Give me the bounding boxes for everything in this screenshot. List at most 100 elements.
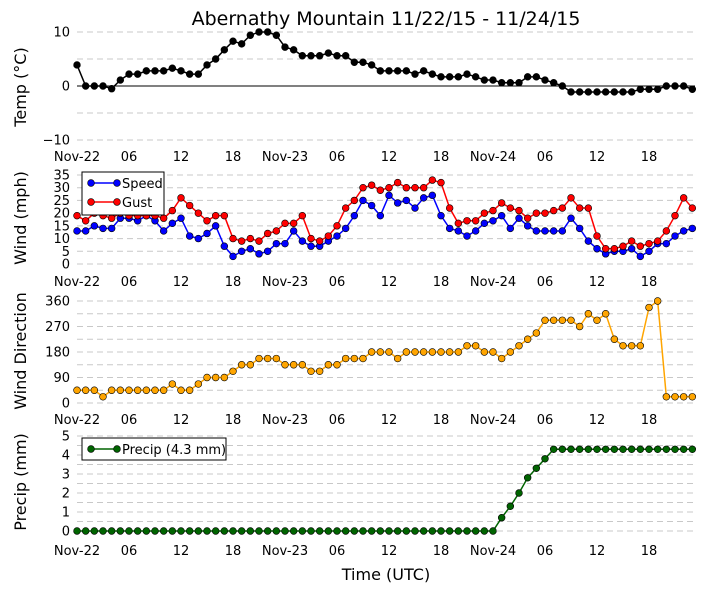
- data-point: [81, 82, 90, 90]
- data-point: [237, 527, 246, 535]
- panel-3: 0 90 180 270 360 Wind Direction Nov-22 06 12 18 No…: [11, 292, 697, 428]
- data-point: [81, 217, 90, 225]
- data-point: [168, 206, 177, 215]
- data-point: [177, 386, 185, 394]
- data-point: [428, 176, 437, 184]
- data-point: [350, 196, 359, 205]
- y-tick-label: 20: [53, 207, 70, 222]
- data-point: [307, 527, 315, 535]
- data-point: [593, 245, 601, 253]
- x-tick-label: 18: [433, 413, 450, 428]
- data-point: [298, 211, 307, 220]
- data-point: [593, 232, 601, 240]
- data-point: [688, 204, 697, 212]
- data-point: [367, 348, 376, 356]
- x-tick-label: 06: [537, 413, 554, 428]
- data-point: [159, 214, 168, 222]
- data-point: [653, 297, 662, 305]
- data-point: [116, 76, 125, 84]
- x-tick-label: 06: [329, 150, 346, 165]
- data-point: [567, 214, 575, 222]
- data-point: [272, 31, 281, 39]
- data-point: [341, 204, 350, 212]
- data-point: [671, 445, 679, 453]
- data-point: [601, 310, 610, 318]
- data-point: [194, 209, 203, 217]
- data-point: [255, 28, 263, 36]
- data-point: [73, 227, 81, 235]
- data-point: [471, 227, 480, 235]
- legend-marker: [87, 445, 95, 453]
- data-point: [393, 199, 402, 207]
- x-tick-label: 12: [381, 275, 398, 290]
- data-point: [350, 58, 359, 66]
- data-point: [298, 52, 307, 60]
- y-tick-label: 0: [62, 397, 70, 412]
- data-point: [168, 527, 177, 535]
- data-point: [263, 527, 272, 535]
- data-point: [575, 224, 584, 233]
- data-point: [619, 445, 627, 453]
- data-point: [281, 43, 289, 51]
- data-point: [185, 386, 194, 394]
- data-point: [402, 184, 411, 192]
- data-point: [558, 227, 567, 235]
- x-tick-label: 12: [173, 544, 190, 559]
- data-point: [324, 49, 333, 57]
- x-tick-label: Nov-22: [54, 275, 100, 290]
- data-point: [506, 348, 515, 356]
- y-axis-label: Wind (mph): [11, 171, 30, 265]
- data-point: [636, 85, 645, 93]
- data-point: [402, 527, 411, 535]
- data-point: [645, 445, 653, 453]
- data-point: [220, 211, 229, 220]
- data-point: [237, 361, 246, 369]
- data-point: [428, 348, 437, 356]
- y-tick-label: −10: [43, 134, 70, 149]
- data-point: [194, 70, 203, 78]
- y-tick-label: 35: [53, 169, 70, 184]
- data-point: [393, 178, 402, 187]
- data-point: [497, 513, 506, 522]
- data-point: [385, 527, 393, 535]
- data-point: [445, 527, 454, 535]
- data-point: [229, 252, 237, 261]
- x-tick-label: Nov-23: [262, 413, 308, 428]
- y-tick-label: 90: [53, 371, 70, 386]
- x-tick-label: 06: [537, 544, 554, 559]
- data-point: [307, 52, 315, 60]
- data-point: [194, 234, 203, 243]
- data-point: [402, 196, 411, 205]
- data-point: [341, 52, 350, 60]
- data-point: [688, 224, 697, 233]
- data-point: [645, 85, 653, 93]
- data-point: [333, 361, 341, 369]
- data-point: [81, 527, 90, 535]
- data-point: [662, 239, 671, 248]
- data-point: [237, 40, 246, 48]
- y-tick-label: 2: [62, 487, 70, 502]
- x-tick-label: 12: [173, 275, 190, 290]
- data-point: [480, 527, 489, 535]
- data-point: [255, 237, 263, 245]
- data-point: [333, 52, 341, 60]
- data-point: [385, 184, 393, 192]
- data-point: [151, 67, 159, 75]
- data-point: [437, 178, 445, 187]
- data-point: [376, 527, 385, 535]
- x-tick-label: 06: [329, 275, 346, 290]
- legend-label: Speed: [122, 177, 163, 192]
- data-point: [532, 464, 541, 472]
- data-point: [515, 214, 523, 222]
- data-point: [575, 204, 584, 212]
- data-point: [90, 82, 99, 90]
- data-point: [497, 199, 506, 207]
- data-point: [307, 234, 315, 243]
- series-line: [77, 448, 693, 532]
- x-tick-label: 18: [433, 544, 450, 559]
- data-point: [203, 229, 211, 238]
- data-point: [90, 386, 99, 394]
- data-point: [133, 386, 142, 394]
- data-point: [385, 348, 393, 356]
- data-point: [211, 55, 220, 63]
